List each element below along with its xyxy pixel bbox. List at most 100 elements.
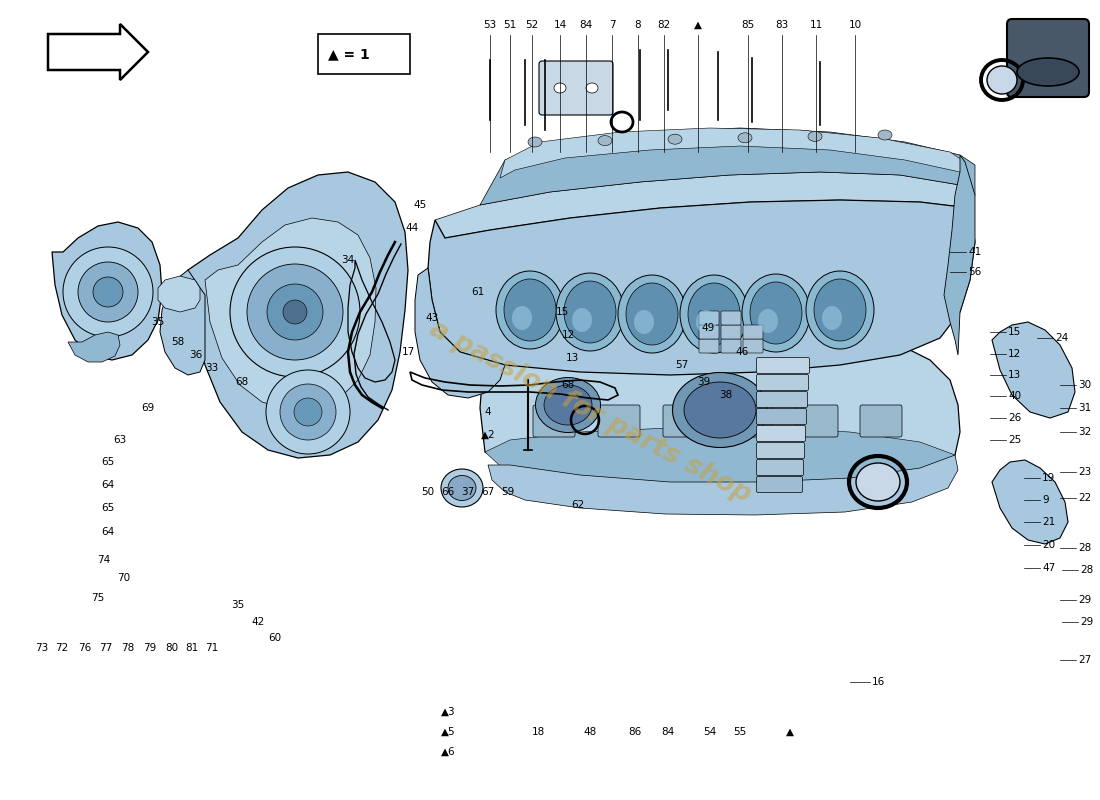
Circle shape — [248, 264, 343, 360]
Polygon shape — [205, 218, 376, 410]
Text: ▲: ▲ — [786, 727, 794, 737]
FancyBboxPatch shape — [698, 311, 719, 325]
Polygon shape — [992, 322, 1075, 418]
Text: 37: 37 — [461, 487, 474, 497]
Ellipse shape — [688, 283, 740, 345]
Text: 20: 20 — [1042, 540, 1055, 550]
Text: ▲3: ▲3 — [441, 707, 455, 717]
Ellipse shape — [572, 308, 592, 332]
Text: 77: 77 — [99, 643, 112, 653]
Text: 26: 26 — [1008, 413, 1021, 423]
Polygon shape — [500, 128, 965, 178]
Ellipse shape — [742, 274, 810, 352]
Text: 65: 65 — [101, 457, 114, 467]
Ellipse shape — [512, 306, 532, 330]
Text: 58: 58 — [172, 337, 185, 347]
FancyBboxPatch shape — [698, 325, 719, 339]
Text: 74: 74 — [98, 555, 111, 565]
Circle shape — [280, 384, 336, 440]
Polygon shape — [428, 200, 975, 375]
Circle shape — [230, 247, 360, 377]
Text: 7: 7 — [608, 20, 615, 30]
Text: 29: 29 — [1080, 617, 1093, 627]
Circle shape — [63, 247, 153, 337]
Text: 79: 79 — [143, 643, 156, 653]
Text: 72: 72 — [55, 643, 68, 653]
Text: 51: 51 — [504, 20, 517, 30]
Ellipse shape — [626, 283, 678, 345]
Polygon shape — [158, 276, 200, 312]
FancyBboxPatch shape — [730, 405, 772, 437]
Text: 28: 28 — [1080, 565, 1093, 575]
Ellipse shape — [680, 275, 748, 353]
Text: 21: 21 — [1042, 517, 1055, 527]
Ellipse shape — [441, 469, 483, 507]
FancyBboxPatch shape — [539, 61, 613, 115]
Text: 24: 24 — [1055, 333, 1068, 343]
Text: 35: 35 — [231, 600, 244, 610]
Text: 4: 4 — [485, 407, 492, 417]
Text: 8: 8 — [635, 20, 641, 30]
Text: 15: 15 — [1008, 327, 1021, 337]
Ellipse shape — [684, 382, 756, 438]
Text: 41: 41 — [968, 247, 981, 257]
Polygon shape — [188, 172, 408, 458]
Text: 73: 73 — [35, 643, 48, 653]
Text: 86: 86 — [628, 727, 641, 737]
FancyBboxPatch shape — [757, 391, 807, 407]
Ellipse shape — [544, 385, 592, 425]
Text: 23: 23 — [1078, 467, 1091, 477]
Text: 18: 18 — [531, 727, 544, 737]
Ellipse shape — [496, 271, 564, 349]
Ellipse shape — [554, 83, 566, 93]
FancyBboxPatch shape — [742, 339, 763, 353]
Text: 84: 84 — [661, 727, 674, 737]
Text: 28: 28 — [1078, 543, 1091, 553]
Polygon shape — [944, 155, 975, 355]
Circle shape — [78, 262, 138, 322]
FancyBboxPatch shape — [534, 405, 575, 437]
Text: 29: 29 — [1078, 595, 1091, 605]
Ellipse shape — [750, 282, 802, 344]
Text: 69: 69 — [142, 403, 155, 413]
Text: 84: 84 — [580, 20, 593, 30]
Ellipse shape — [448, 475, 476, 501]
Ellipse shape — [758, 309, 778, 333]
Ellipse shape — [536, 378, 601, 433]
Ellipse shape — [564, 281, 616, 343]
FancyBboxPatch shape — [720, 325, 741, 339]
Ellipse shape — [634, 310, 654, 334]
Text: 44: 44 — [406, 223, 419, 233]
FancyBboxPatch shape — [598, 405, 640, 437]
Circle shape — [266, 370, 350, 454]
FancyBboxPatch shape — [757, 358, 810, 374]
Text: 83: 83 — [776, 20, 789, 30]
FancyBboxPatch shape — [742, 325, 763, 339]
FancyBboxPatch shape — [757, 426, 805, 442]
FancyBboxPatch shape — [860, 405, 902, 437]
Text: a passion for parts shop: a passion for parts shop — [425, 316, 756, 508]
Ellipse shape — [738, 133, 752, 142]
Text: 45: 45 — [414, 200, 427, 210]
FancyBboxPatch shape — [318, 34, 410, 74]
Text: 31: 31 — [1078, 403, 1091, 413]
Text: 70: 70 — [118, 573, 131, 583]
Ellipse shape — [822, 306, 842, 330]
Text: 54: 54 — [703, 727, 716, 737]
Circle shape — [94, 277, 123, 307]
Text: 46: 46 — [736, 347, 749, 357]
Ellipse shape — [696, 310, 716, 334]
Polygon shape — [52, 222, 162, 360]
Ellipse shape — [806, 271, 874, 349]
Text: 14: 14 — [553, 20, 566, 30]
Text: 82: 82 — [658, 20, 671, 30]
Ellipse shape — [878, 130, 892, 140]
Text: 62: 62 — [571, 500, 584, 510]
Text: 53: 53 — [483, 20, 496, 30]
Polygon shape — [415, 268, 505, 398]
FancyBboxPatch shape — [698, 339, 719, 353]
Polygon shape — [480, 128, 975, 205]
FancyBboxPatch shape — [757, 374, 808, 390]
Text: 34: 34 — [341, 255, 354, 265]
Text: 61: 61 — [472, 287, 485, 297]
